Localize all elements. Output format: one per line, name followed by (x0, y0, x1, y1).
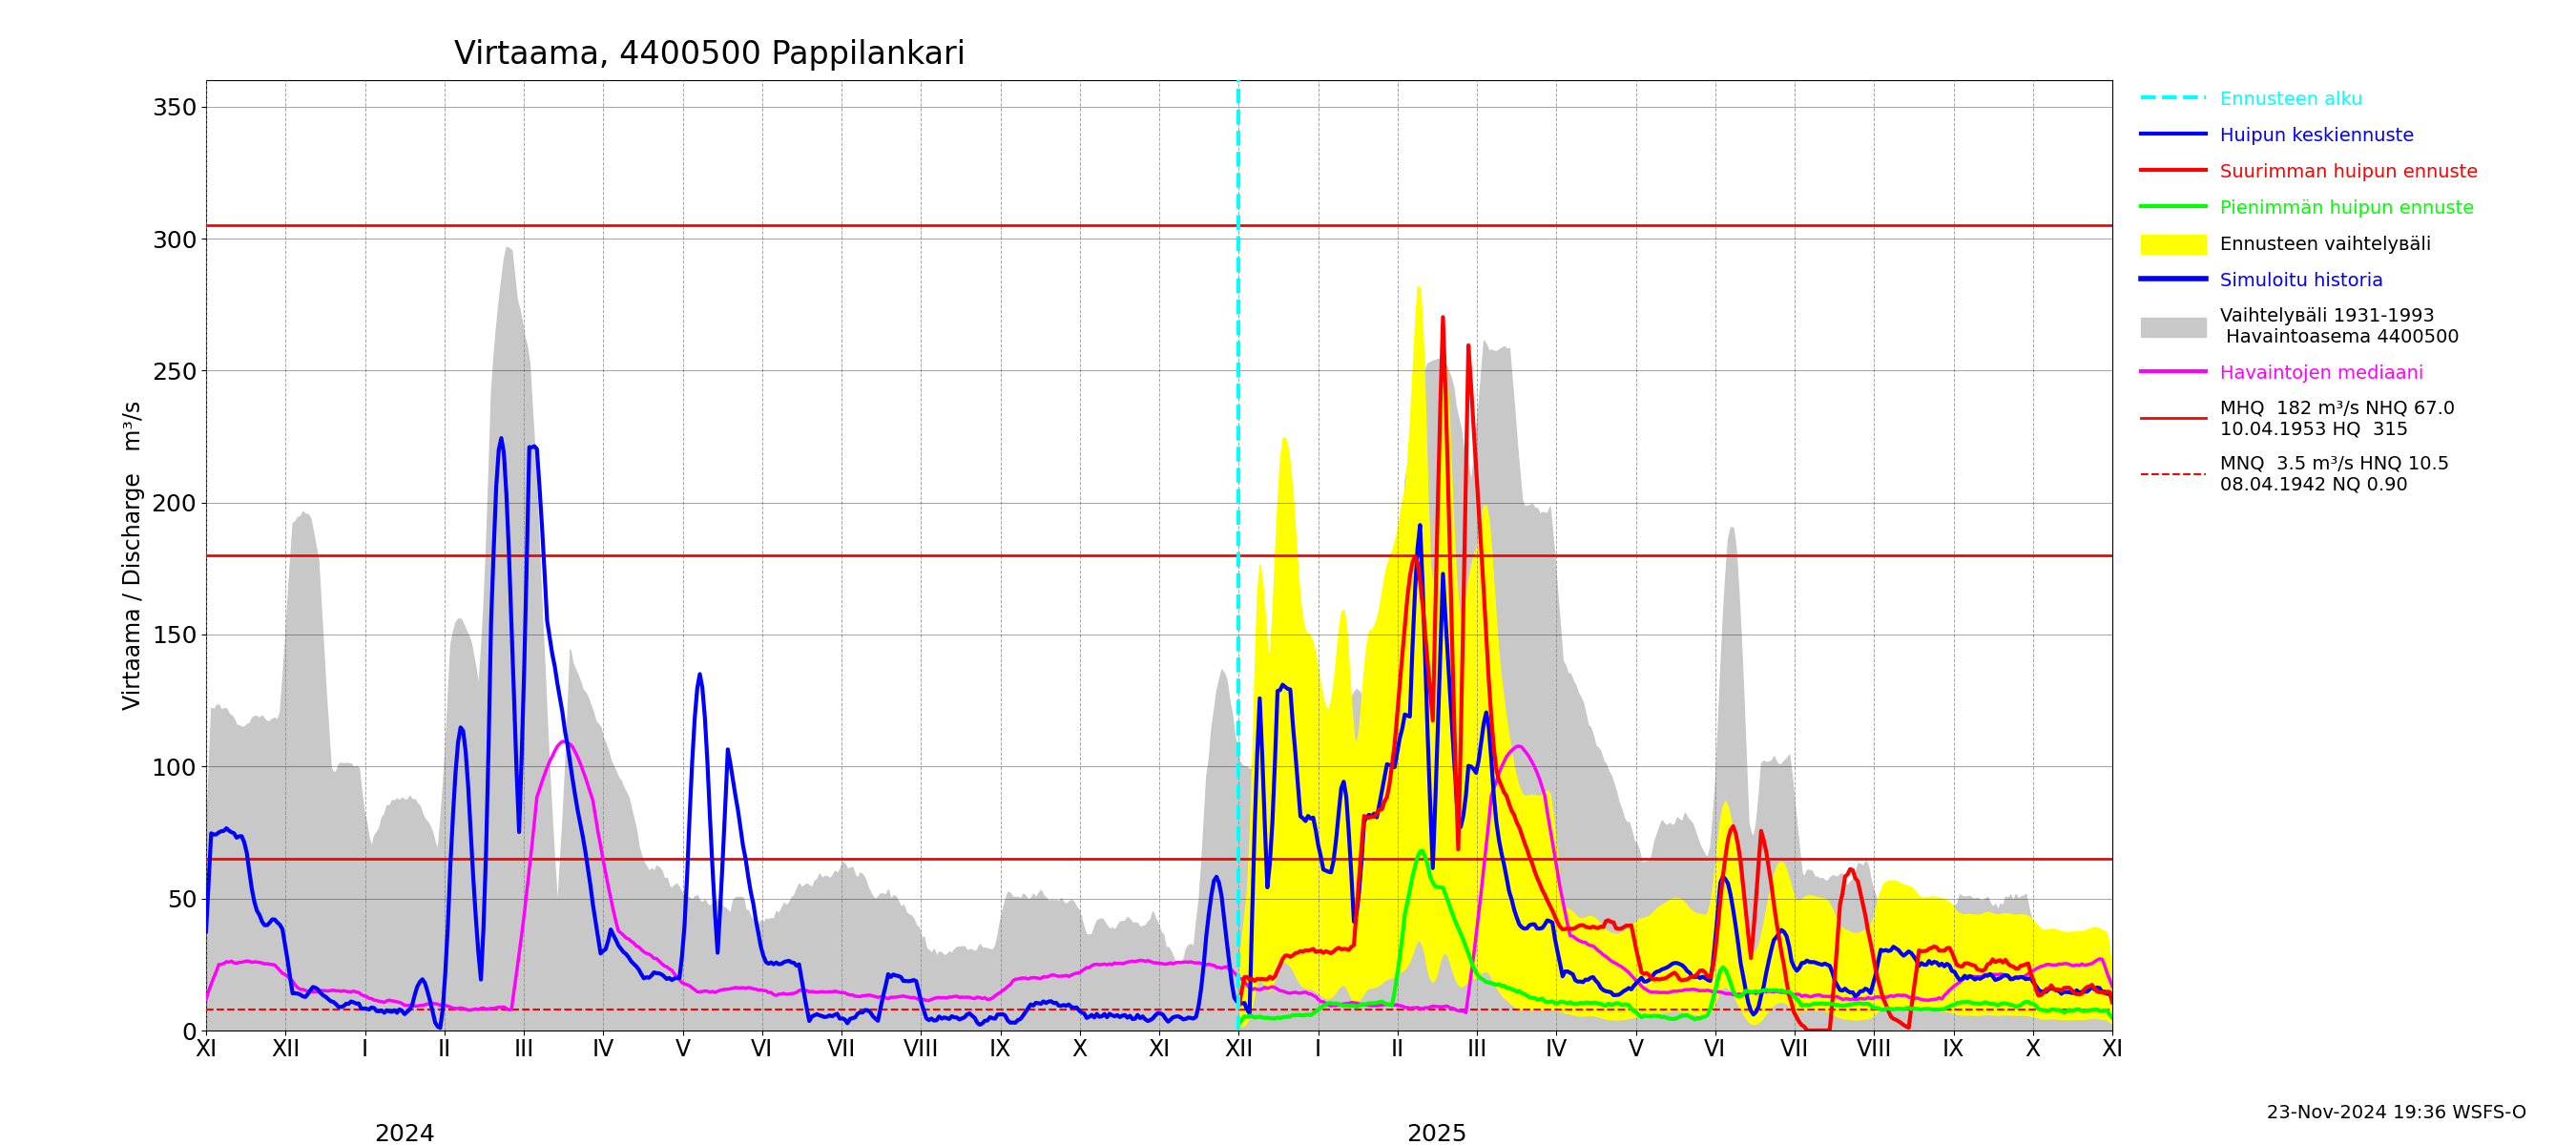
Text: 2024: 2024 (374, 1123, 435, 1145)
Legend: Ennusteen alku, Huipun keskiennuste, Suurimman huipun ennuste, Pienimmän huipun : Ennusteen alku, Huipun keskiennuste, Suu… (2141, 89, 2478, 495)
Text: Virtaama, 4400500 Pappilankari: Virtaama, 4400500 Pappilankari (453, 39, 966, 71)
Text: 23-Nov-2024 19:36 WSFS-O: 23-Nov-2024 19:36 WSFS-O (2267, 1104, 2527, 1122)
Y-axis label: Virtaama / Discharge   m³/s: Virtaama / Discharge m³/s (121, 401, 144, 710)
Text: 2025: 2025 (1406, 1123, 1468, 1145)
